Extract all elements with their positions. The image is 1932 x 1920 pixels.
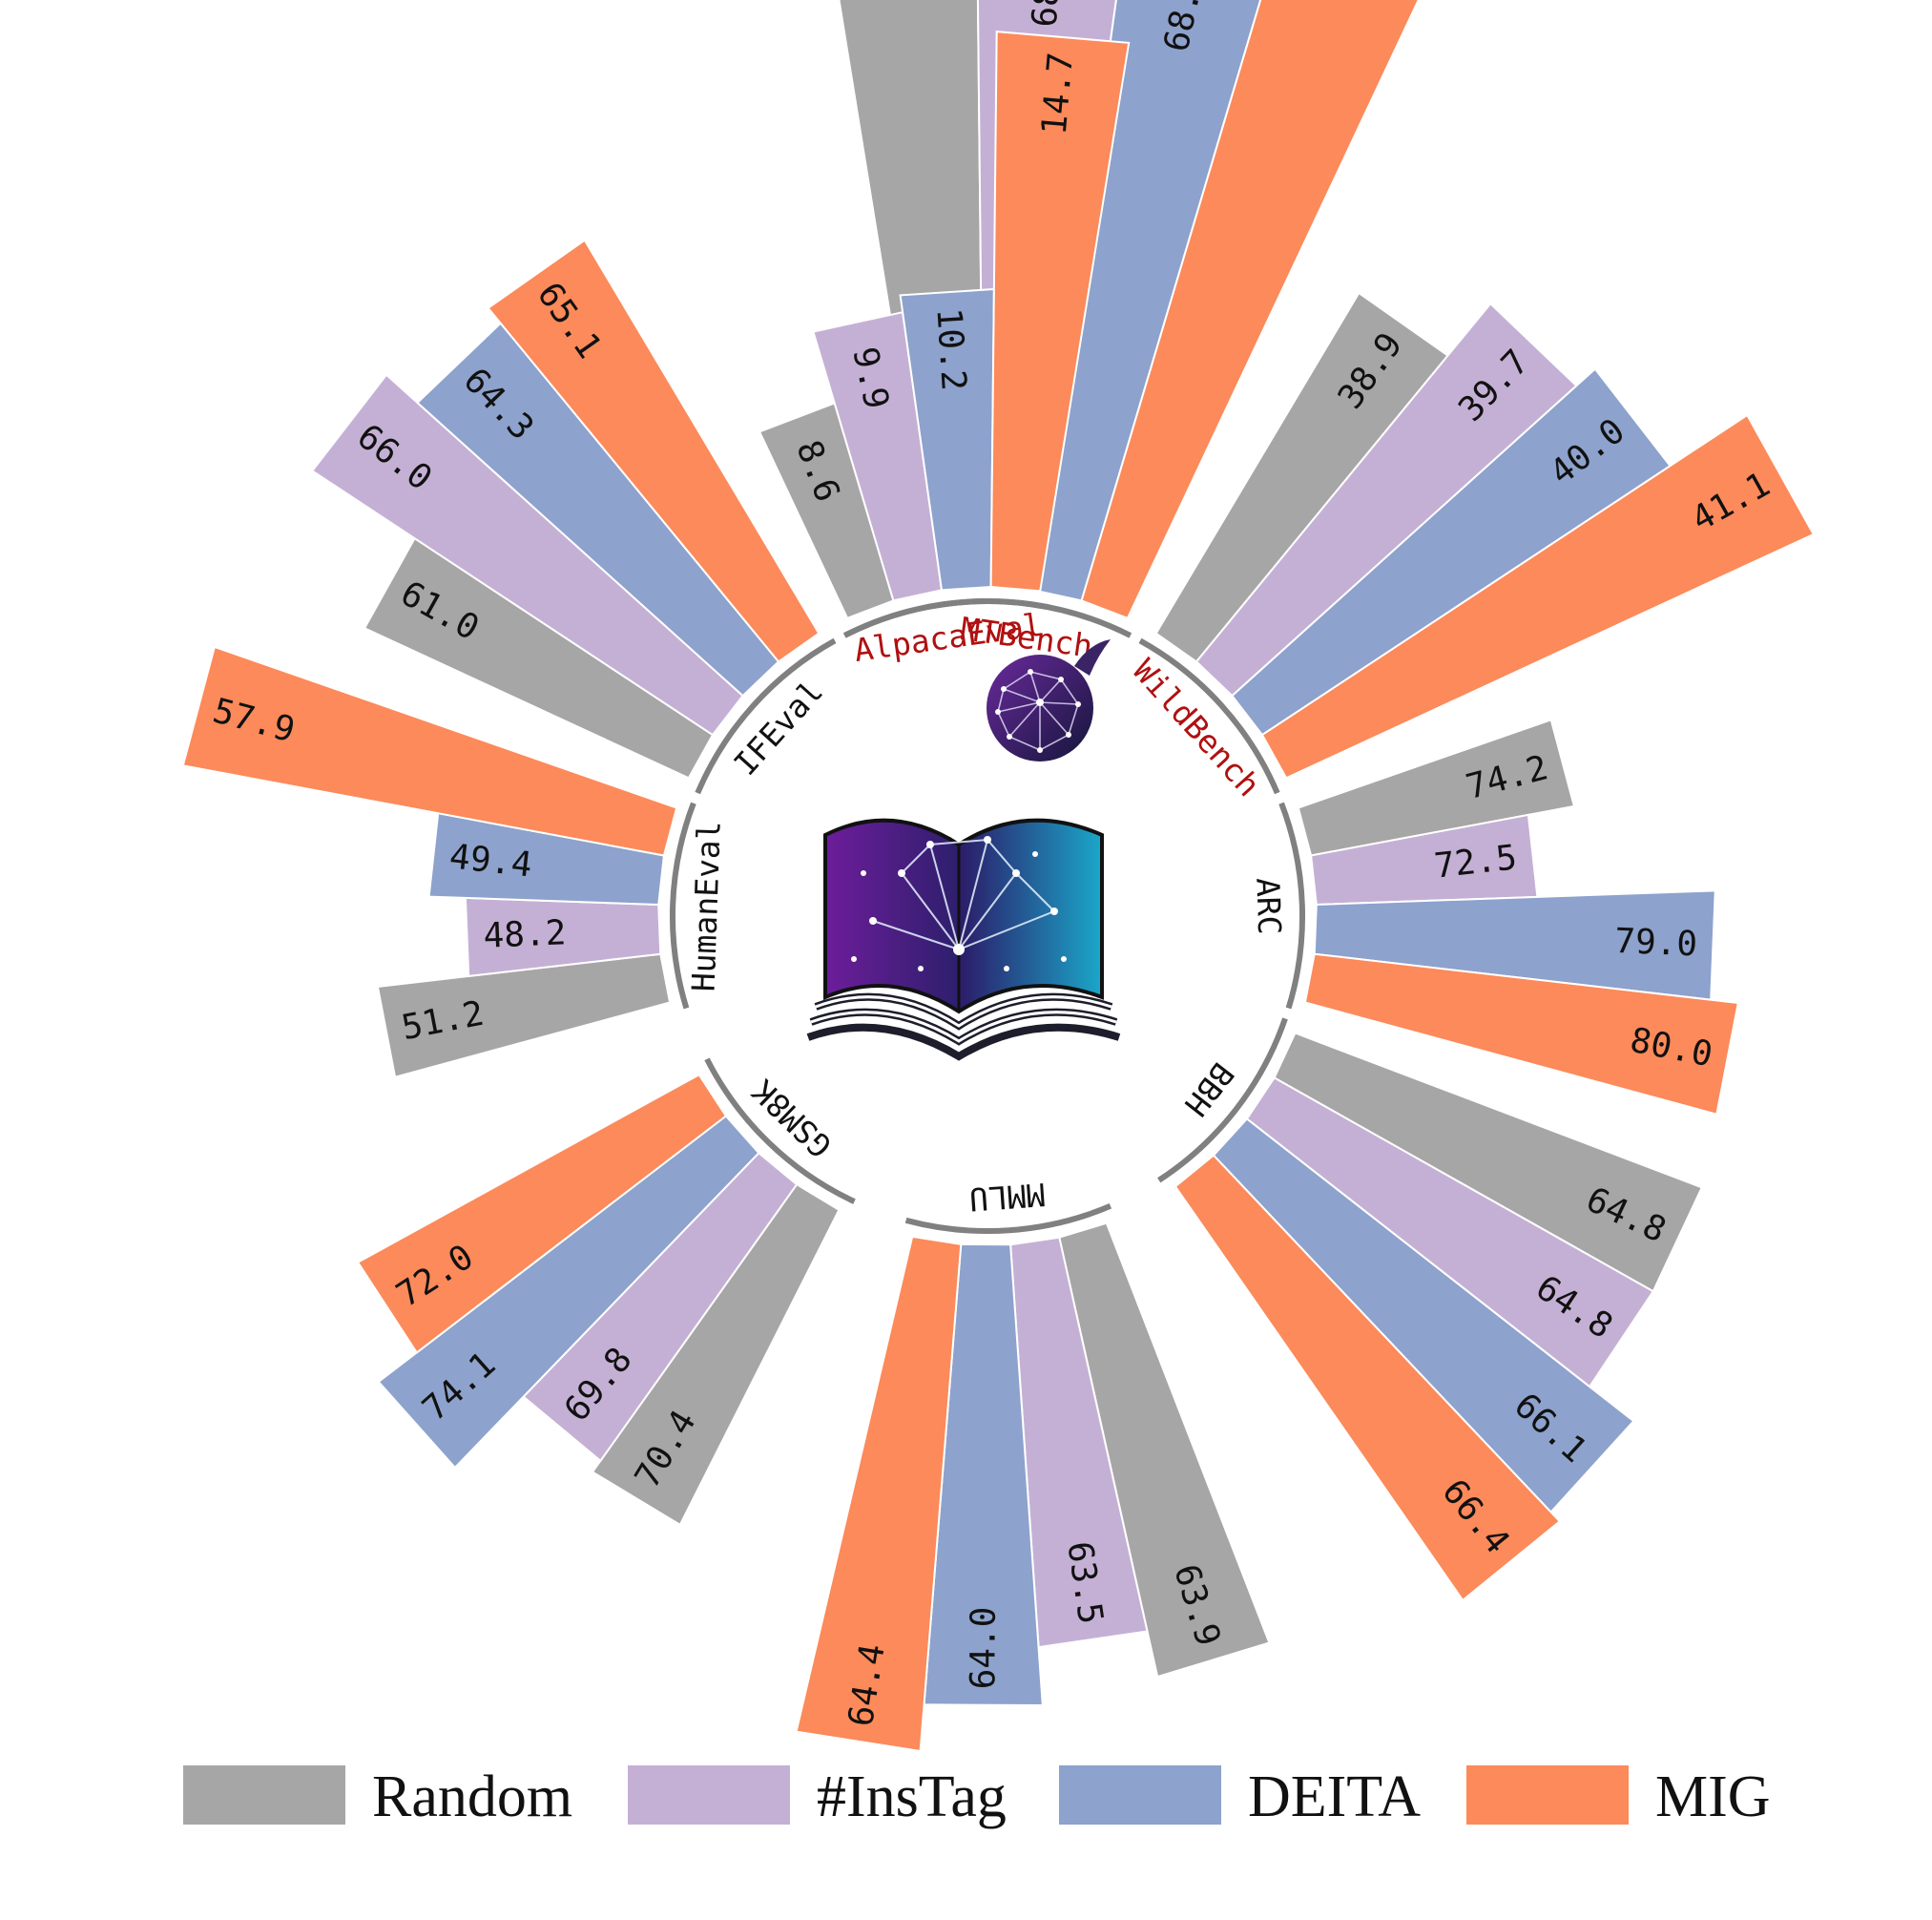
bar-arc-random (1297, 719, 1576, 857)
bar-wildbench-mig (1260, 413, 1816, 780)
bar-gsm8k-deita (377, 1115, 760, 1470)
bar-mmlu-mig (795, 1235, 963, 1753)
bar-humaneval-random (376, 952, 672, 1078)
bar-alpacaeval-mig (989, 31, 1131, 593)
arc-gsm8k (704, 1057, 856, 1204)
legend-label-mig: MIG (1655, 1764, 1771, 1829)
value-label-mmlu-deita: 64.0 (964, 1607, 1003, 1690)
bar-ifeval-instag (310, 373, 744, 737)
value-label-mtbench-instag: 68.4 (1026, 0, 1070, 29)
bars-layer: 70.668.468.373.238.939.740.041.174.272.5… (181, 0, 1816, 1753)
category-label-humaneval: HumanEval (685, 821, 728, 992)
bar-gsm8k-mig (356, 1073, 728, 1354)
value-label-alpacaeval-deita: 10.2 (928, 307, 973, 392)
category-label-arc: ARC (1249, 877, 1288, 935)
arc-humaneval (669, 802, 696, 1010)
bar-bbh-mig (1174, 1154, 1562, 1602)
value-label-humaneval-deita: 49.4 (447, 837, 534, 885)
legend-label-deita: DEITA (1248, 1764, 1421, 1829)
legend-swatch-random (183, 1765, 345, 1825)
value-label-humaneval-instag: 48.2 (483, 913, 567, 955)
arc-ifeval (695, 637, 837, 795)
legend-label-random: Random (372, 1764, 572, 1829)
bar-mmlu-random (1058, 1221, 1271, 1679)
legend-label-instag: #InsTag (817, 1764, 1007, 1829)
arc-bbh (1157, 1017, 1288, 1183)
arc-arc (1278, 802, 1306, 1010)
legend-swatch-mig (1466, 1765, 1629, 1825)
category-label-alpacaeval: AlpacaEval (852, 606, 1045, 669)
bubble-network-icon (987, 639, 1111, 762)
legend-swatch-instag (628, 1765, 790, 1825)
arc-wildbench (1138, 637, 1280, 795)
legend-swatch-deita (1059, 1765, 1221, 1825)
bar-ifeval-mig (487, 239, 821, 663)
bar-arc-mig (1303, 952, 1739, 1116)
category-label-mmlu: MMLU (968, 1176, 1047, 1218)
value-label-alpacaeval-mig: 14.7 (1035, 51, 1081, 136)
open-book-network-icon (806, 818, 1121, 1061)
bar-gsm8k-random (591, 1182, 841, 1527)
category-arcs (669, 598, 1306, 1235)
arc-alpacaeval (842, 598, 1049, 638)
bar-humaneval-mig (181, 645, 678, 857)
bar-mtbench-mig (1080, 0, 1420, 620)
value-label-arc-instag: 72.5 (1432, 838, 1519, 886)
legend: Random #InsTag DEITA MIG (183, 1764, 1771, 1829)
value-label-arc-deita: 79.0 (1614, 922, 1698, 964)
arc-mmlu (904, 1203, 1112, 1235)
category-label-gsm8k: GSM8K (745, 1073, 840, 1165)
